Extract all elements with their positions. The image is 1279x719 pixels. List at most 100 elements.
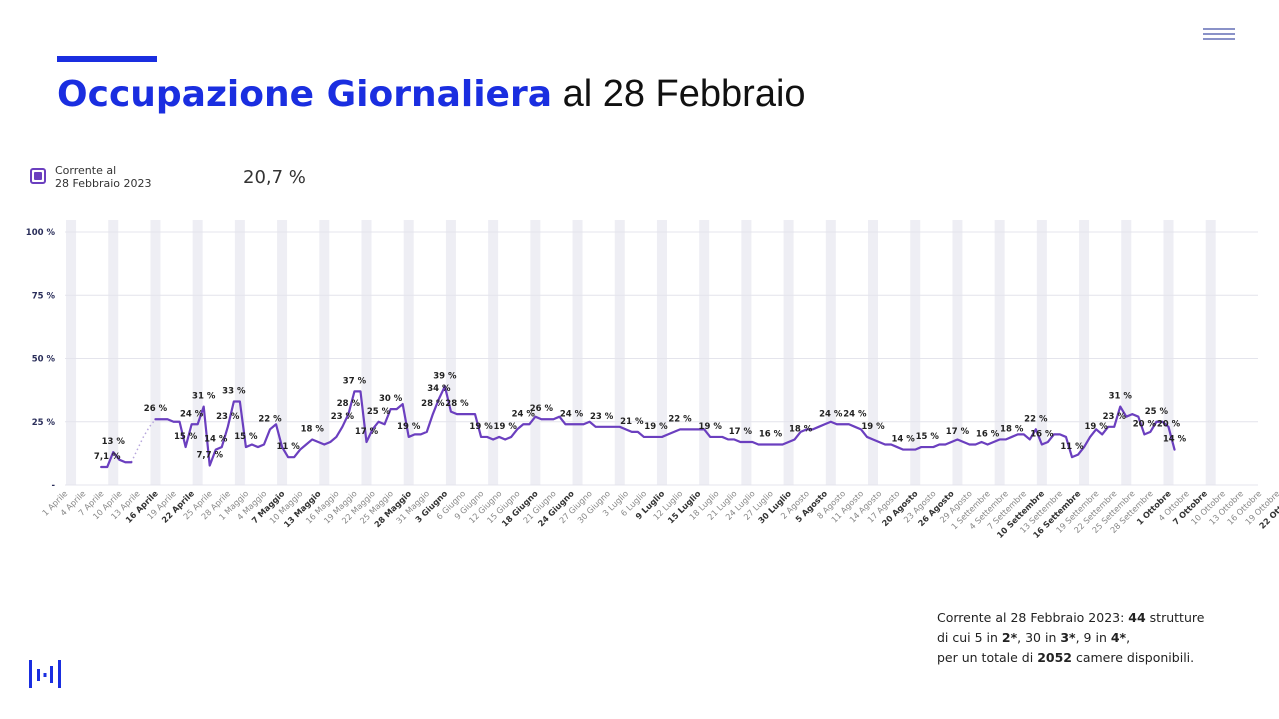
weekend-band xyxy=(319,220,330,485)
data-label: 20 % xyxy=(1133,419,1157,429)
data-label: 17 % xyxy=(946,427,970,437)
data-label: 23 % xyxy=(331,412,355,422)
weekend-band xyxy=(108,220,119,485)
data-label: 28 % xyxy=(421,399,445,409)
footnote-line2: di cui 5 in 2*, 30 in 3*, 9 in 4*, xyxy=(937,630,1131,645)
data-label: 26 % xyxy=(530,404,554,414)
data-label: 7,7 % xyxy=(196,451,223,461)
title-accent-bar xyxy=(57,56,157,62)
data-label: 30 % xyxy=(379,394,403,404)
page-title: Occupazione Giornaliera al 28 Febbraio xyxy=(57,72,806,117)
data-label: 15 % xyxy=(234,432,258,442)
dotted-series-gap xyxy=(130,418,157,463)
weekend-band xyxy=(277,220,288,485)
footnote: Corrente al 28 Febbraio 2023: 44 struttu… xyxy=(937,608,1204,668)
data-label: 33 % xyxy=(222,387,246,397)
weekend-band xyxy=(66,220,77,485)
series-line xyxy=(100,451,133,469)
data-label: 21 % xyxy=(620,417,644,427)
data-label: 24 % xyxy=(819,409,843,419)
data-label: 18 % xyxy=(789,424,813,434)
legend-label-line1: Corrente al xyxy=(55,164,117,177)
data-label: 11 % xyxy=(1060,442,1084,452)
footnote-line3: per un totale di 2052 camere disponibili… xyxy=(937,650,1195,665)
data-label: 19 % xyxy=(699,422,723,432)
data-label: 16 % xyxy=(1030,430,1054,440)
data-label: 24 % xyxy=(560,409,584,419)
page-title-strong: Occupazione Giornaliera xyxy=(57,74,553,115)
weekend-band xyxy=(910,220,921,485)
legend-checkbox-icon[interactable] xyxy=(30,168,46,184)
weekend-band xyxy=(234,220,245,485)
menu-icon[interactable] xyxy=(1203,28,1235,42)
y-tick-label: 75 % xyxy=(32,291,56,301)
chart-legend: Corrente al 28 Febbraio 2023 xyxy=(30,164,152,190)
data-label: 34 % xyxy=(427,384,451,394)
y-tick-label: 25 % xyxy=(32,418,56,428)
data-label: 24 % xyxy=(180,409,204,419)
data-label: 23 % xyxy=(1103,412,1127,422)
series-line xyxy=(154,385,1176,467)
data-label: 19 % xyxy=(644,422,668,432)
data-label: 17 % xyxy=(355,427,379,437)
data-label: 7,1 % xyxy=(94,452,121,462)
weekend-band xyxy=(488,220,499,485)
weekend-band xyxy=(741,220,752,485)
data-label: 18 % xyxy=(301,424,325,434)
weekend-band xyxy=(783,220,794,485)
weekend-band xyxy=(530,220,541,485)
data-label: 22 % xyxy=(1024,414,1048,424)
data-label: 19 % xyxy=(397,422,421,432)
footnote-line1: Corrente al 28 Febbraio 2023: 44 struttu… xyxy=(937,610,1205,625)
data-label: 16 % xyxy=(976,430,1000,440)
data-label: 28 % xyxy=(445,399,469,409)
legend-value: 20,7 % xyxy=(243,167,306,188)
data-label: 18 % xyxy=(1000,424,1024,434)
page-title-rest: al 28 Febbraio xyxy=(552,73,806,115)
data-label: 17 % xyxy=(729,427,753,437)
data-label: 23 % xyxy=(590,412,614,422)
weekend-band xyxy=(403,220,414,485)
data-label: 25 % xyxy=(1145,407,1169,417)
data-label: 19 % xyxy=(469,422,493,432)
data-label: 24 % xyxy=(512,409,536,419)
weekend-band xyxy=(656,220,667,485)
data-label: 23 % xyxy=(216,412,240,422)
data-label: 39 % xyxy=(433,371,457,381)
data-label: 14 % xyxy=(1163,435,1187,445)
weekend-band xyxy=(699,220,710,485)
data-label: 19 % xyxy=(1084,422,1108,432)
data-label: 11 % xyxy=(276,442,300,452)
data-label: 24 % xyxy=(843,409,867,419)
weekend-band xyxy=(1121,220,1132,485)
data-label: 26 % xyxy=(144,404,168,414)
data-label: 31 % xyxy=(192,392,216,402)
y-tick-label: - xyxy=(51,481,55,491)
data-label: 20 % xyxy=(1157,419,1181,429)
brand-logo-icon xyxy=(29,660,61,688)
data-label: 16 % xyxy=(759,430,783,440)
weekend-band xyxy=(952,220,963,485)
data-label: 15 % xyxy=(916,432,940,442)
weekend-band xyxy=(1079,220,1090,485)
data-label: 14 % xyxy=(204,435,228,445)
weekend-band xyxy=(994,220,1005,485)
weekend-band xyxy=(614,220,625,485)
data-label: 37 % xyxy=(343,376,367,386)
data-label: 13 % xyxy=(102,437,126,447)
data-label: 25 % xyxy=(367,407,391,417)
weekend-band xyxy=(150,220,161,485)
data-label: 19 % xyxy=(861,422,885,432)
weekend-band xyxy=(825,220,836,485)
data-label: 22 % xyxy=(258,414,282,424)
data-label: 19 % xyxy=(494,422,518,432)
weekend-band xyxy=(1163,220,1174,485)
y-tick-label: 50 % xyxy=(32,355,56,365)
legend-label-line2: 28 Febbraio 2023 xyxy=(55,177,152,190)
weekend-band xyxy=(572,220,583,485)
data-label: 31 % xyxy=(1109,392,1133,402)
weekend-band xyxy=(445,220,456,485)
weekend-band xyxy=(361,220,372,485)
legend-label: Corrente al 28 Febbraio 2023 xyxy=(55,164,152,190)
